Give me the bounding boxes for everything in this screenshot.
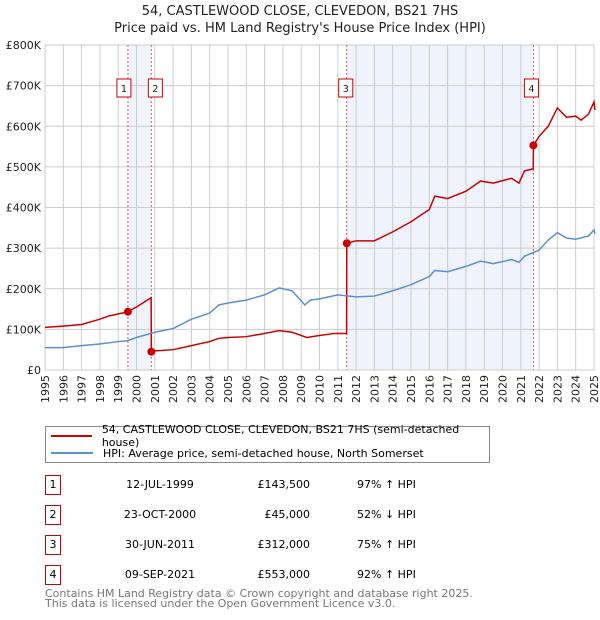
transaction-price: £143,500 [257,478,311,491]
sale-point [342,239,351,248]
footer: Contains HM Land Registry data © Crown c… [45,587,473,610]
property-price-line [44,99,596,353]
y-tick-label: £600K [6,120,42,133]
hpi-line [45,228,596,349]
x-tick-label: 1999 [112,375,125,403]
y-tick-label: £800K [6,39,42,52]
transaction-number: 2 [45,505,61,525]
sale-point [123,307,132,316]
x-tick-label: 1997 [76,375,89,403]
transaction-row: 3 30-JUN-2011 £312,000 75% ↑ HPI [45,535,445,557]
x-tick-label: 2004 [204,375,217,403]
x-tick-label: 2016 [423,375,436,403]
x-tick-label: 2023 [551,375,564,403]
x-tick-label: 2011 [332,375,345,403]
y-tick-label: £100K [6,323,42,336]
transaction-number: 1 [45,475,61,495]
x-tick-label: 2008 [277,375,290,403]
transaction-price: £312,000 [257,538,311,551]
x-tick-label: 1995 [39,375,52,403]
sale-label-box [523,78,539,98]
sale-point [147,347,156,356]
transaction-date: 09-SEP-2021 [124,568,196,581]
x-tick-label: 1998 [94,375,107,403]
transaction-row: 2 23-OCT-2000 £45,000 52% ↓ HPI [45,505,445,527]
x-tick-label: 2001 [149,375,162,403]
x-tick-label: 2010 [314,375,327,403]
plot-border [44,44,595,371]
chart-title: 54, CASTLEWOOD CLOSE, CLEVEDON, BS21 7HS [141,4,459,19]
x-tick-label: 2024 [570,375,583,403]
x-tick-label: 2009 [295,375,308,403]
y-tick-label: £0 [27,364,41,377]
sale-label-number: 2 [152,84,158,95]
x-tick-label: 2014 [387,375,400,403]
y-tick-label: £200K [6,283,42,296]
legend-label: 54, CASTLEWOOD CLOSE, CLEVEDON, BS21 7HS… [101,423,460,449]
x-tick-label: 2003 [185,375,198,403]
sale-label-number: 4 [528,84,534,95]
transaction-number: 3 [45,535,61,555]
legend-swatch-blue [51,452,93,454]
transaction-hpi-change: 97% ↑ HPI [357,478,416,491]
sale-label-box [147,78,163,98]
x-tick-label: 2015 [405,375,418,403]
y-tick-label: £400K [6,202,42,215]
x-tick-label: 2005 [222,375,235,403]
sale-point [529,141,538,150]
legend-swatch-red [51,435,92,437]
y-tick-label: £500K [6,161,42,174]
x-tick-label: 2025 [588,375,600,403]
transaction-hpi-change: 52% ↓ HPI [357,508,416,521]
x-tick-label: 2019 [478,375,491,403]
x-tick-label: 2000 [131,375,144,403]
transaction-hpi-change: 75% ↑ HPI [357,538,416,551]
sale-label-box [116,78,132,98]
x-tick-label: 2012 [350,375,363,403]
legend-label: HPI: Average price, semi-detached house,… [103,446,424,460]
x-tick-label: 2007 [259,375,272,403]
x-tick-label: 2013 [368,375,381,403]
chart-subtitle: Price paid vs. HM Land Registry's House … [114,21,486,36]
sale-label-number: 3 [343,84,349,95]
transaction-date: 23-OCT-2000 [123,508,197,521]
sale-label-number: 1 [121,84,127,95]
price-chart: 1995 1996 1997 1998 1999 2000 2001 2002 2003 2004… [6,39,600,403]
x-tick-label: 2006 [240,375,253,403]
footer-licence: This data is licensed under the Open Gov… [45,597,396,610]
x-tick-label: 2020 [497,375,510,403]
footer-copyright: Contains HM Land Registry data © Crown c… [45,587,473,600]
x-tick-label: 2017 [442,375,455,403]
transaction-row: 1 12-JUL-1999 £143,500 97% ↑ HPI [45,475,445,497]
legend-item-hpi: HPI: Average price, semi-detached house,… [46,445,424,461]
y-tick-label: £700K [6,80,42,93]
x-tick-label: 2018 [460,375,473,403]
transaction-hpi-change: 92% ↑ HPI [357,568,416,581]
x-tick-label: 2022 [533,375,546,403]
x-tick-label: 2002 [167,375,180,403]
y-tick-label: £300K [6,242,42,255]
x-tick-label: 2021 [515,375,528,403]
sale-label-box [338,78,354,98]
legend-item-property: 54, CASTLEWOOD CLOSE, CLEVEDON, BS21 7HS… [46,423,489,449]
transaction-number: 4 [45,565,61,585]
transaction-date: 12-JUL-1999 [126,478,194,491]
legend: 54, CASTLEWOOD CLOSE, CLEVEDON, BS21 7HS… [45,423,490,463]
transaction-price: £553,000 [257,568,311,581]
x-tick-label: 1996 [57,375,70,403]
transaction-row: 4 09-SEP-2021 £553,000 92% ↑ HPI [45,565,445,587]
transaction-price: £45,000 [264,508,311,521]
transaction-date: 30-JUN-2011 [124,538,196,551]
